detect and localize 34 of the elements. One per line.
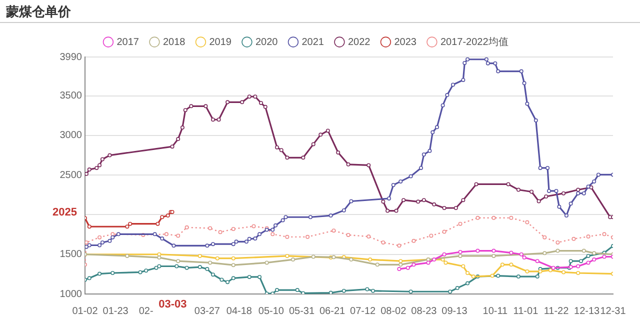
x-tick-label: 12-13 <box>574 306 600 316</box>
y-tick-label: 1500 <box>60 249 82 260</box>
text: 03-03 <box>158 298 187 311</box>
y-tick-label: 3500 <box>60 90 82 102</box>
x-tick-label: 01-23 <box>102 306 129 316</box>
x-tick-label: 08-02 <box>380 306 407 316</box>
y-tick-label: 2500 <box>60 170 82 181</box>
chart-title: 蒙煤仓单价 <box>0 0 640 23</box>
x-tick-label: 01-02 <box>72 306 98 316</box>
legend-label: 2017-2022均值 <box>440 36 508 48</box>
text: 2025 <box>52 206 77 218</box>
x-tick-label: 10-11 <box>482 306 508 316</box>
x-tick-label: 05-10 <box>258 306 284 316</box>
y-tick-label: 1000 <box>60 288 82 300</box>
legend-label: 2020 <box>255 36 278 48</box>
x-tick-label: 03-27 <box>194 306 220 316</box>
x-tick-label: 02- <box>138 306 154 316</box>
legend-label: 2023 <box>394 36 417 48</box>
y-tick-label: 3000 <box>60 130 82 142</box>
legend-label: 2018 <box>162 36 186 48</box>
x-tick-label: 08-23 <box>411 306 438 316</box>
x-tick-label: 11-01 <box>513 306 539 316</box>
x-tick-label: 09-13 <box>442 306 468 316</box>
legend-label: 2019 <box>209 36 232 48</box>
x-tick-label: 12-31 <box>600 306 626 316</box>
y-tick-label: 3990 <box>60 52 82 63</box>
x-tick-label: 07-12 <box>350 306 376 316</box>
legend-label: 2022 <box>348 36 371 48</box>
x-tick-label: 11-22 <box>544 306 570 316</box>
legend-label: 2017 <box>116 36 140 48</box>
legend-label: 2021 <box>302 36 324 48</box>
x-tick-label: 05-31 <box>288 306 315 316</box>
x-tick-label: 06-21 <box>319 306 346 316</box>
x-tick-label: 04-18 <box>226 306 252 316</box>
